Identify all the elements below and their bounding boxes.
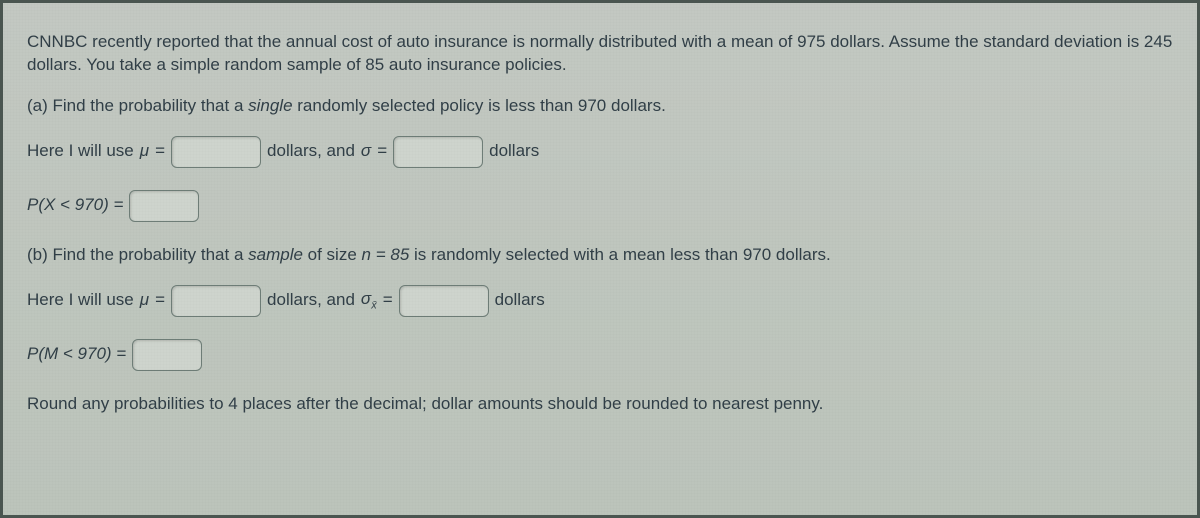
- prob-input-a[interactable]: [129, 190, 199, 222]
- part-b-params-row: Here I will use μ = dollars, and σx̄ = d…: [27, 285, 1173, 317]
- part-b-prompt-italic: sample: [248, 245, 303, 264]
- part-b-prompt-post: is randomly selected with a mean less th…: [409, 245, 830, 264]
- mid-text-1b: dollars, and: [267, 289, 355, 312]
- question-panel: CNNBC recently reported that the annual …: [0, 0, 1200, 518]
- intro-text: CNNBC recently reported that the annual …: [27, 31, 1173, 77]
- prob-label-a: P(X < 970) =: [27, 194, 123, 217]
- sigma-input-b[interactable]: [399, 285, 489, 317]
- part-a-prompt-italic: single: [248, 96, 292, 115]
- sigma-input-a[interactable]: [393, 136, 483, 168]
- mu-symbol-b: μ: [140, 289, 149, 312]
- mu-label-pre-b: Here I will use: [27, 289, 134, 312]
- equals-1: =: [155, 140, 165, 163]
- sigma-symbol-a: σ: [361, 140, 371, 163]
- mid-text-2b: dollars: [495, 289, 545, 312]
- part-b-prompt: (b) Find the probability that a sample o…: [27, 244, 1173, 267]
- part-a-params-row: Here I will use μ = dollars, and σ = dol…: [27, 136, 1173, 168]
- sigma-symbol-b: σ: [361, 289, 371, 308]
- mu-input-b[interactable]: [171, 285, 261, 317]
- part-b-prob-row: P(M < 970) =: [27, 339, 1173, 371]
- sigma-xbar-symbol: σx̄: [361, 288, 377, 313]
- part-a-prob-row: P(X < 970) =: [27, 190, 1173, 222]
- n-expr: n = 85: [362, 245, 410, 264]
- part-a-prompt-post: randomly selected policy is less than 97…: [293, 96, 666, 115]
- mid-text-1a: dollars, and: [267, 140, 355, 163]
- prob-input-b[interactable]: [132, 339, 202, 371]
- equals-3: =: [155, 289, 165, 312]
- equals-4: =: [383, 289, 393, 312]
- equals-2: =: [377, 140, 387, 163]
- mu-label-pre: Here I will use: [27, 140, 134, 163]
- mu-input-a[interactable]: [171, 136, 261, 168]
- part-a-prompt: (a) Find the probability that a single r…: [27, 95, 1173, 118]
- part-b-prompt-mid: of size: [303, 245, 362, 264]
- part-b-prompt-pre: (b) Find the probability that a: [27, 245, 248, 264]
- mu-symbol: μ: [140, 140, 149, 163]
- sigma-sub-b: x̄: [371, 300, 377, 312]
- footer-text: Round any probabilities to 4 places afte…: [27, 393, 1173, 416]
- part-a-prompt-pre: (a) Find the probability that a: [27, 96, 248, 115]
- prob-label-b: P(M < 970) =: [27, 343, 126, 366]
- mid-text-2a: dollars: [489, 140, 539, 163]
